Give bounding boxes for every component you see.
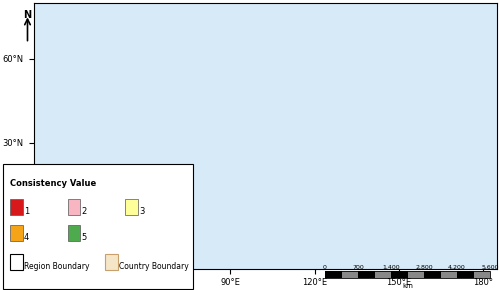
- Text: 3: 3: [139, 206, 144, 216]
- Text: 2,800: 2,800: [415, 265, 433, 270]
- Text: Consistency Value: Consistency Value: [10, 180, 96, 188]
- Text: 1,400: 1,400: [382, 265, 400, 270]
- Text: 2: 2: [82, 206, 87, 216]
- Text: km: km: [402, 283, 413, 289]
- Text: 0: 0: [323, 265, 327, 270]
- Text: 5: 5: [82, 233, 87, 242]
- Text: Country Boundary: Country Boundary: [119, 262, 189, 271]
- Text: 4,200: 4,200: [448, 265, 466, 270]
- Text: 1: 1: [24, 206, 29, 216]
- Text: Region Boundary: Region Boundary: [24, 262, 90, 271]
- Text: N: N: [24, 10, 32, 20]
- Text: 700: 700: [352, 265, 364, 270]
- Text: 5,600: 5,600: [481, 265, 499, 270]
- Text: 4: 4: [24, 233, 29, 242]
